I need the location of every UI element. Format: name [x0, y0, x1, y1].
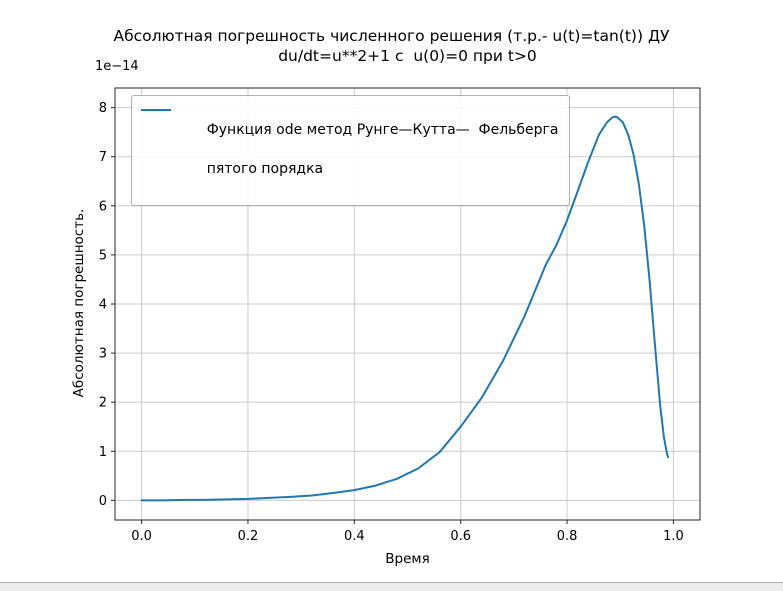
y-tick-label: 1 [99, 445, 107, 460]
legend: Функция ode метод Рунге—Кутта— Фельберга… [131, 95, 570, 206]
x-tick-label: 0.0 [131, 529, 152, 544]
y-tick-label: 0 [99, 494, 107, 509]
y-axis-label: Абсолютная погрешность. [71, 208, 87, 398]
chart-title-line2: du/dt=u**2+1 с u(0)=0 при t>0 [278, 47, 537, 65]
y-tick-label: 2 [99, 396, 107, 411]
x-tick-label: 0.8 [557, 529, 578, 544]
chart-title-line1: Абсолютная погрешность численного решени… [113, 27, 670, 45]
y-tick-label: 3 [99, 347, 107, 362]
x-tick-label: 0.4 [344, 529, 365, 544]
legend-line-sample [141, 109, 171, 111]
series-line [140, 115, 670, 502]
legend-label-line2: пятого порядка [206, 160, 324, 177]
x-tick-label: 1.0 [663, 529, 684, 544]
y-axis-offset-label: 1e−14 [95, 59, 139, 74]
x-tick-label: 0.2 [238, 529, 259, 544]
x-axis-label: Время [385, 551, 430, 567]
y-tick-label: 8 [99, 101, 107, 116]
legend-label: Функция ode метод Рунге—Кутта— Фельберга… [180, 101, 559, 199]
y-tick-label: 6 [99, 199, 107, 214]
y-tick-label: 7 [99, 150, 107, 165]
window-bottom-edge [0, 582, 783, 591]
axes-border [114, 87, 701, 521]
y-tick-label: 4 [99, 298, 107, 313]
y-tick-label: 5 [99, 248, 107, 263]
x-tick-label: 0.6 [450, 529, 471, 544]
legend-label-line1: Функция ode метод Рунге—Кутта— Фельберга [206, 121, 559, 138]
